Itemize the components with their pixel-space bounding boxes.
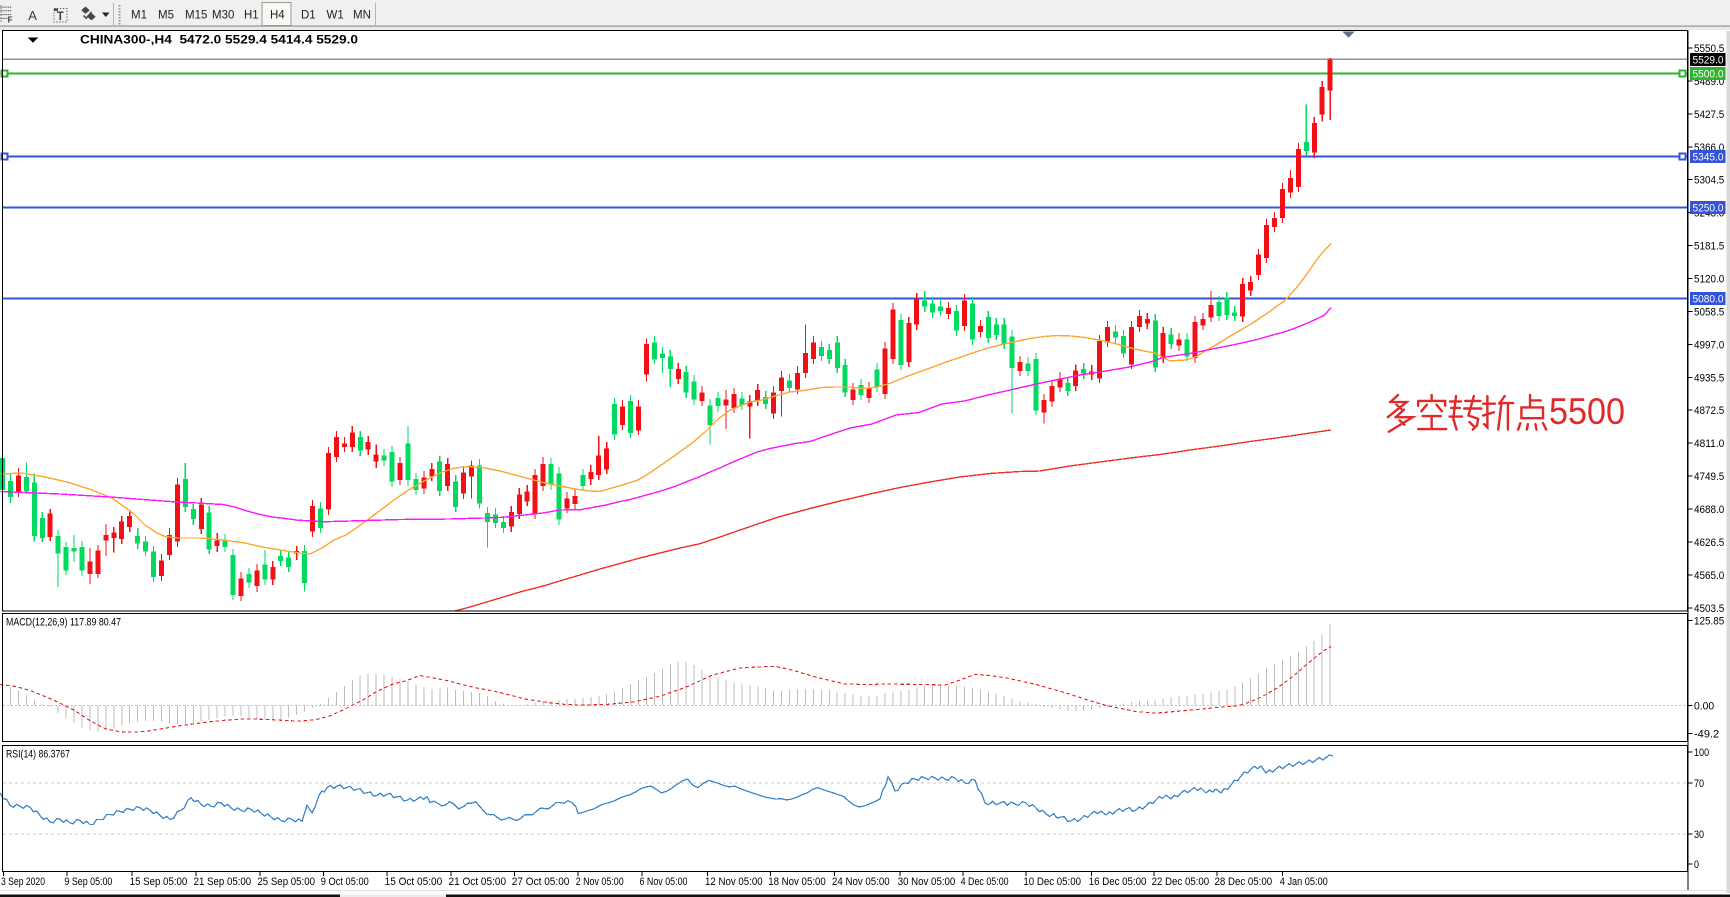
svg-text:H4: H4 [270,10,285,22]
svg-text:5500.0: 5500.0 [1693,69,1724,81]
svg-text:30: 30 [1694,829,1704,841]
svg-text:4811.0: 4811.0 [1694,438,1724,450]
svg-text:25 Sep 05:00: 25 Sep 05:00 [257,876,315,888]
svg-text:5345.0: 5345.0 [1693,152,1724,164]
svg-text:15 Oct 05:00: 15 Oct 05:00 [385,876,443,888]
svg-text:5550.5: 5550.5 [1694,43,1724,55]
svg-text:D1: D1 [301,10,316,22]
svg-text:28 Dec 05:00: 28 Dec 05:00 [1215,876,1273,888]
svg-text:5120.0: 5120.0 [1694,274,1724,286]
svg-text:T: T [57,11,64,23]
svg-text:12 Nov 05:00: 12 Nov 05:00 [705,876,763,888]
svg-text:5080.0: 5080.0 [1693,294,1724,306]
svg-text:22 Dec 05:00: 22 Dec 05:00 [1152,876,1210,888]
svg-text:5500: 5500 [1549,390,1625,432]
svg-text:F: F [8,16,13,25]
svg-text:-49.2: -49.2 [1694,728,1719,740]
svg-text:6 Nov 05:00: 6 Nov 05:00 [640,876,688,888]
svg-text:4626.5: 4626.5 [1694,537,1724,549]
svg-text:M5: M5 [158,10,174,22]
svg-text:21 Oct 05:00: 21 Oct 05:00 [449,876,507,888]
svg-text:MN: MN [353,10,371,22]
svg-text:4872.5: 4872.5 [1694,405,1724,417]
svg-text:3 Sep 2020: 3 Sep 2020 [1,876,45,888]
svg-text:4688.0: 4688.0 [1694,504,1724,516]
svg-text:4749.5: 4749.5 [1694,471,1724,483]
svg-text:5250.0: 5250.0 [1693,203,1724,215]
svg-text:125.85: 125.85 [1694,616,1724,628]
svg-text:RSI(14) 86.3767: RSI(14) 86.3767 [6,749,70,761]
svg-text:4 Dec 05:00: 4 Dec 05:00 [961,876,1009,888]
svg-text:MACD(12,26,9) 117.89 80.47: MACD(12,26,9) 117.89 80.47 [6,617,121,629]
svg-text:27 Oct 05:00: 27 Oct 05:00 [512,876,570,888]
svg-text:16 Dec 05:00: 16 Dec 05:00 [1089,876,1147,888]
svg-text:M30: M30 [212,10,234,22]
svg-text:4997.0: 4997.0 [1694,339,1724,351]
svg-text:A: A [28,8,37,23]
svg-text:M15: M15 [185,10,207,22]
svg-text:70: 70 [1694,778,1704,790]
svg-text:4 Jan 05:00: 4 Jan 05:00 [1280,876,1328,888]
svg-text:5058.5: 5058.5 [1694,306,1724,318]
svg-text:24 Nov 05:00: 24 Nov 05:00 [832,876,890,888]
svg-text:5181.5: 5181.5 [1694,241,1724,253]
svg-text:5427.5: 5427.5 [1694,109,1724,121]
svg-text:9 Sep 05:00: 9 Sep 05:00 [64,876,112,888]
svg-text:H1: H1 [244,10,259,22]
svg-text:2 Nov 05:00: 2 Nov 05:00 [576,876,624,888]
svg-text:10 Dec 05:00: 10 Dec 05:00 [1023,876,1081,888]
svg-text:4503.5: 4503.5 [1694,603,1724,615]
svg-text:W1: W1 [327,10,344,22]
svg-text:CHINA300-,H4 5472.0 5529.4 54: CHINA300-,H4 5472.0 5529.4 5414.4 5529.0 [80,35,358,47]
svg-text:30 Nov 05:00: 30 Nov 05:00 [898,876,956,888]
svg-text:15 Sep 05:00: 15 Sep 05:00 [130,876,188,888]
svg-text:4935.5: 4935.5 [1694,372,1724,384]
svg-text:4565.0: 4565.0 [1694,570,1724,582]
svg-text:0.00: 0.00 [1694,701,1714,713]
svg-text:100: 100 [1694,747,1709,759]
svg-text:5529.0: 5529.0 [1693,54,1724,66]
svg-text:M1: M1 [131,10,147,22]
svg-text:21 Sep 05:00: 21 Sep 05:00 [194,876,252,888]
svg-text:18 Nov 05:00: 18 Nov 05:00 [768,876,826,888]
svg-text:0: 0 [1694,859,1699,871]
svg-text:9 Oct 05:00: 9 Oct 05:00 [321,876,369,888]
svg-text:5304.5: 5304.5 [1694,175,1724,187]
